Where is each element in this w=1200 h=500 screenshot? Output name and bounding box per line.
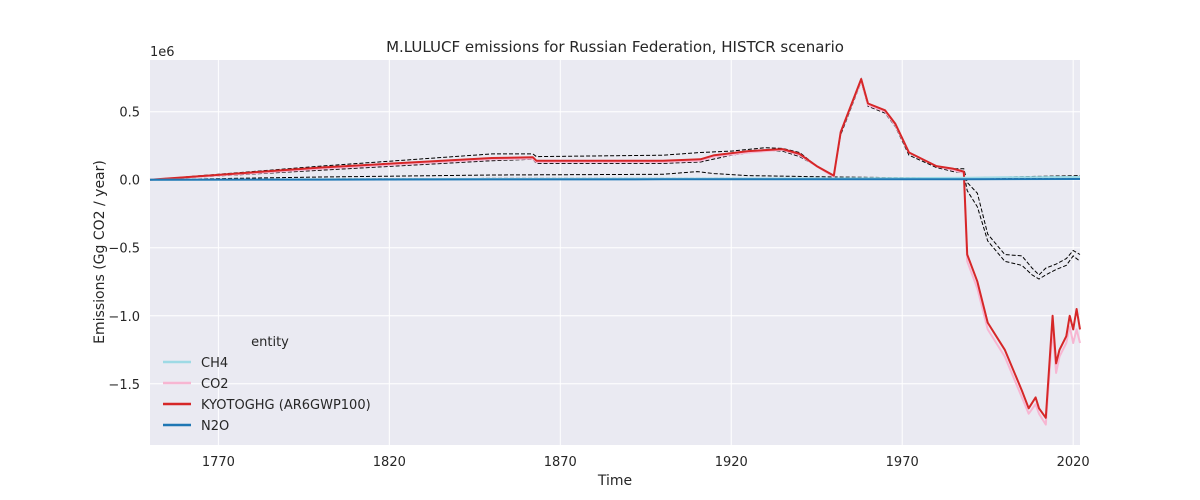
y-tick-label: −0.5 — [108, 242, 140, 257]
legend-items: CH4 CO2 KYOTOGHG (AR6GWP100) N2O — [163, 356, 371, 434]
legend-label: CH4 — [201, 356, 228, 371]
uncertainty-band-line — [149, 80, 1081, 280]
y-tick-label: −1.5 — [108, 378, 140, 393]
legend-label: CO2 — [201, 377, 229, 392]
series-line-n2o — [149, 178, 1081, 181]
x-tick-label: 1870 — [544, 455, 577, 470]
series-line-kyotoghg-ar6gwp100 — [149, 78, 1081, 419]
legend-title: entity — [251, 335, 289, 350]
x-tick-label: 2020 — [1057, 455, 1090, 470]
y-tick-label: −1.0 — [108, 310, 140, 325]
y-tick-label: 0.0 — [119, 174, 140, 189]
tick-labels: 1770 1820 1870 1920 1970 2020 0.5 0.0 −0.5 −1.0 −1… — [108, 106, 1089, 470]
x-tick-label: 1820 — [373, 455, 406, 470]
x-tick-label: 1920 — [715, 455, 748, 470]
x-axis-label: Time — [597, 473, 632, 489]
plot-area — [150, 60, 1080, 445]
x-tick-label: 1770 — [202, 455, 235, 470]
y-tick-label: 0.5 — [119, 106, 140, 121]
uncertainty-band-line — [149, 171, 1081, 181]
x-tick-label: 1970 — [886, 455, 919, 470]
y-offset-label: 1e6 — [150, 45, 175, 60]
y-axis-label: Emissions (Gg CO2 / year) — [92, 160, 108, 344]
chart-title: M.LULUCF emissions for Russian Federatio… — [386, 38, 844, 56]
legend-label: KYOTOGHG (AR6GWP100) — [201, 398, 371, 413]
series-lines — [149, 78, 1081, 426]
legend-label: N2O — [201, 419, 229, 434]
legend: entity CH4 CO2 KYOTOGHG (AR6GWP100) N2O — [163, 335, 371, 434]
